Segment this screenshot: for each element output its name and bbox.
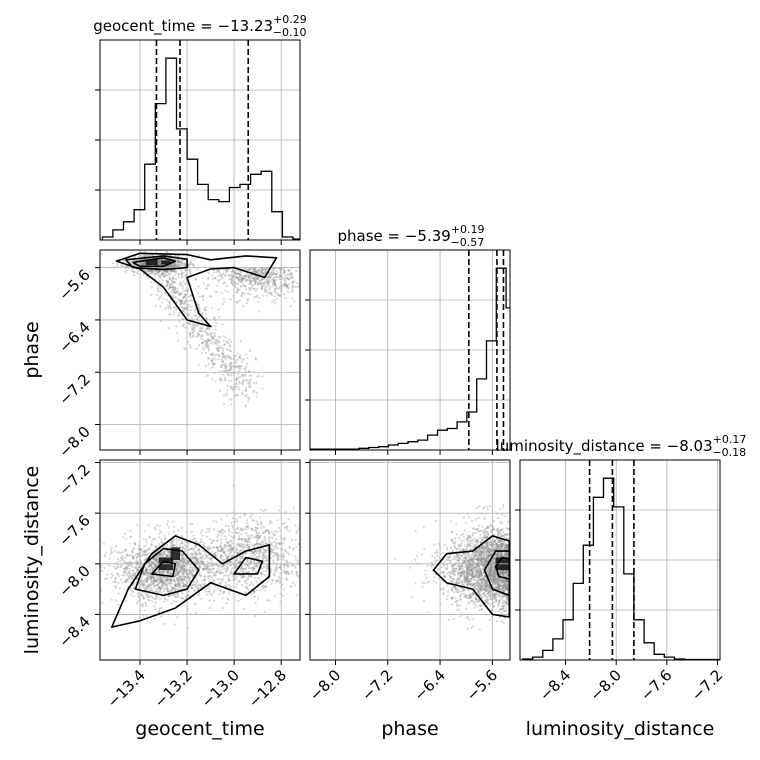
histogram-luminosity_distance (521, 477, 720, 660)
contour-layer (111, 252, 510, 628)
panel-frame-geocent_time-phase (99, 249, 301, 451)
ytick-label-luminosity_distance-1: −8.0 (55, 562, 93, 600)
xlabel-geocent-time: geocent_time (135, 718, 264, 740)
density-cores (145, 259, 509, 571)
xtick-label-geocent_time-3: −12.8 (245, 666, 290, 711)
scatter-geocent-phase (100, 250, 300, 408)
title-phase: phase = −5.39+0.19 −0.57 (337, 223, 484, 249)
xtick-label-luminosity_distance-3: −7.2 (688, 666, 726, 704)
tick-layer: −8.0−7.2−6.4−5.6−13.4 −13.2 −13.0 −12.8−8.4… (55, 89, 726, 711)
xtick-label-luminosity_distance-2: −7.6 (637, 666, 675, 704)
xtick-label-luminosity_distance-1: −8.0 (587, 666, 625, 704)
contour-1-2-9 (494, 556, 510, 580)
xtick-label-geocent_time-2: −13.0 (198, 666, 243, 711)
ytick-label-phase-2: −6.4 (55, 318, 93, 356)
panel-frame-geocent_time-luminosity_distance (99, 459, 301, 661)
contour-0-1-1 (132, 257, 177, 268)
histogram-phase (310, 267, 510, 450)
xlabel-luminosity-distance: luminosity_distance (526, 718, 715, 740)
xtick-label-phase-3: −5.6 (463, 666, 501, 704)
contour-0-1-0 (115, 252, 278, 328)
ylabel-phase: phase (21, 321, 43, 378)
ytick-label-luminosity_distance-3: −7.2 (55, 461, 93, 499)
scatter-phase-lumdist (394, 503, 510, 631)
frame-layer (99, 39, 721, 661)
xtick-label-phase-0: −8.0 (306, 666, 344, 704)
panel-frame-phase-luminosity_distance (309, 459, 511, 661)
contour-0-2-6 (233, 556, 264, 575)
ytick-label-phase-0: −8.0 (55, 423, 93, 461)
density-layer (100, 250, 510, 631)
contour-0-2-3 (111, 535, 271, 628)
contour-0-2-4 (134, 547, 200, 597)
ytick-label-luminosity_distance-0: −8.4 (55, 613, 93, 651)
contour-0-1-2 (125, 255, 188, 271)
histogram-geocent_time (101, 57, 300, 240)
title-geocent-time: geocent_time = −13.23+0.29 −0.10 (93, 13, 307, 39)
ytick-label-phase-1: −7.2 (55, 370, 93, 408)
ytick-label-luminosity_distance-2: −7.6 (55, 511, 93, 549)
xtick-label-luminosity_distance-0: −8.4 (536, 666, 574, 704)
xtick-label-geocent_time-1: −13.2 (151, 666, 196, 711)
histogram-layer (101, 57, 720, 660)
ytick-label-phase-3: −5.6 (55, 266, 93, 304)
contour-0-2-5 (151, 560, 177, 578)
xtick-label-geocent_time-0: −13.4 (104, 666, 149, 711)
xlabel-phase: phase (381, 718, 438, 740)
title-luminosity-distance: luminosity_distance = −8.03+0.17 −0.18 (496, 433, 747, 459)
xtick-label-phase-1: −7.2 (358, 666, 396, 704)
xtick-label-phase-2: −6.4 (410, 666, 448, 704)
ylabel-luminosity-distance: luminosity_distance (21, 466, 43, 655)
quantile-layer (155, 40, 635, 660)
